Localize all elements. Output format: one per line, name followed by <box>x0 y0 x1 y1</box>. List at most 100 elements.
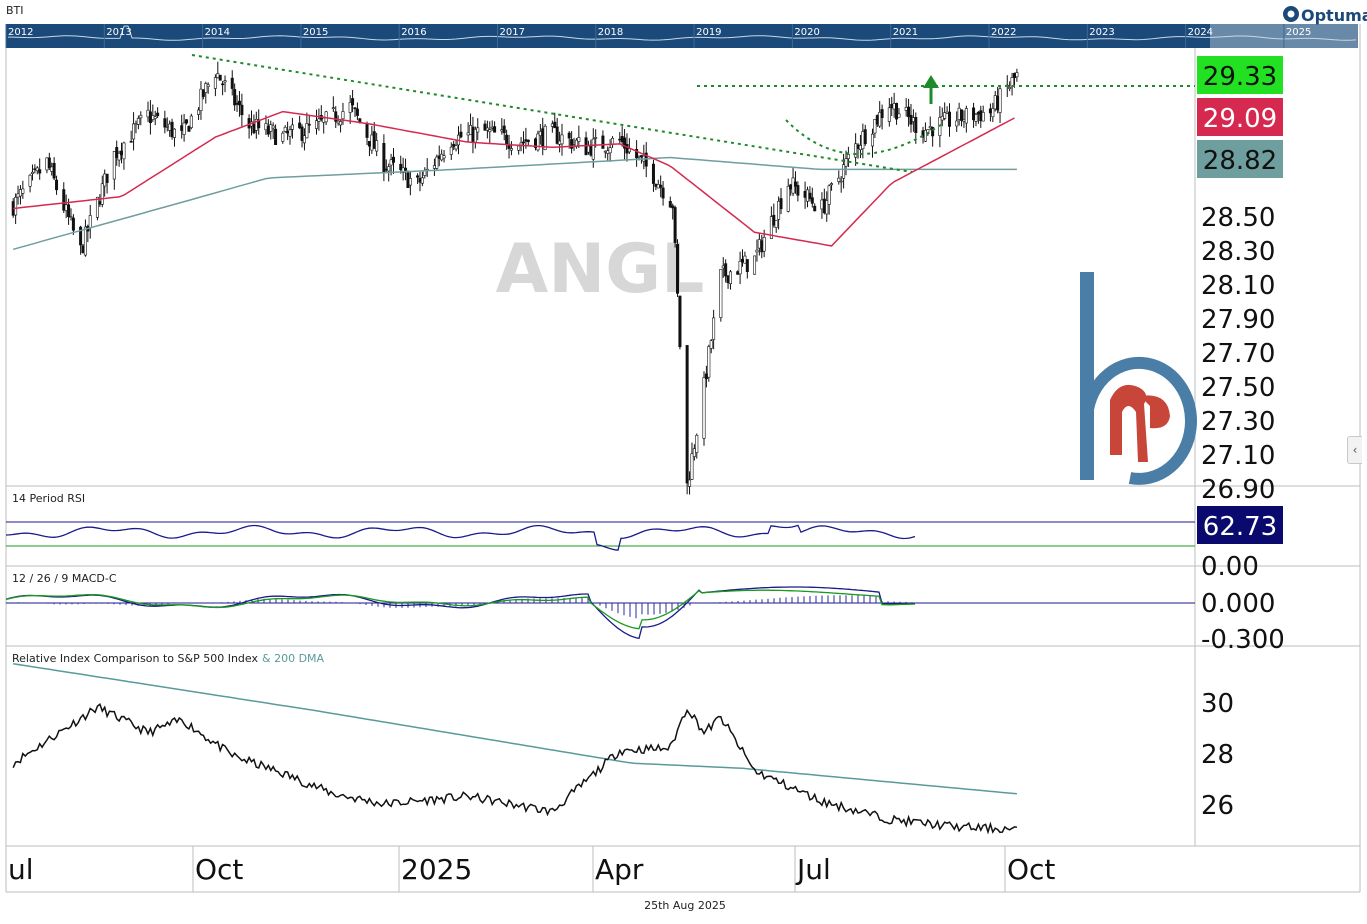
candle-body <box>466 132 470 136</box>
candle-body <box>406 172 410 189</box>
overview-year-2014: 2014 <box>205 27 230 38</box>
candle-body <box>302 135 306 144</box>
candle-body <box>728 271 732 285</box>
overview-strip[interactable] <box>6 24 1358 48</box>
candle-body <box>976 111 980 115</box>
candle-body <box>904 107 908 111</box>
candle-body <box>264 123 268 131</box>
candle-body <box>676 244 680 294</box>
overview-year-2015: 2015 <box>303 27 328 38</box>
candle-body <box>473 129 477 143</box>
candle-body <box>931 127 935 137</box>
candle-body <box>21 188 25 194</box>
candle-body <box>307 123 311 126</box>
overview-year-2017: 2017 <box>500 27 525 38</box>
candle-body <box>668 201 672 208</box>
candle-body <box>842 164 846 179</box>
watermark-text: ANGL <box>496 230 705 309</box>
candle-body <box>290 124 294 130</box>
candle-body <box>240 104 244 116</box>
candle-body <box>567 132 571 139</box>
relative-panel[interactable]: Relative Index Comparison to S&P 500 Ind… <box>12 652 1234 835</box>
overview-year-2019: 2019 <box>696 27 721 38</box>
candle-body <box>353 107 357 110</box>
last-price-label: 29.33 <box>1203 62 1277 92</box>
ma50-badge <box>1197 98 1283 136</box>
candle-body <box>16 193 20 198</box>
candle-body <box>502 125 506 134</box>
candle-body <box>122 142 126 160</box>
overview-year-2020: 2020 <box>794 27 819 38</box>
candle-body <box>153 116 157 119</box>
candle-body <box>704 373 708 380</box>
candle-body <box>685 345 689 484</box>
time-axis-label: ul <box>8 853 34 886</box>
candle-body <box>813 205 817 212</box>
price-tick-label: 27.50 <box>1201 373 1275 403</box>
rsi-panel[interactable]: 14 Period RSI 62.73 0.00 <box>5 492 1283 582</box>
candle-body <box>1015 72 1019 78</box>
candle-body <box>81 245 85 253</box>
candle-body <box>71 217 75 231</box>
candle-body <box>233 89 237 106</box>
candle-body <box>846 154 850 159</box>
time-axis-label: Oct <box>195 853 243 886</box>
price-tick-label: 27.30 <box>1201 407 1275 437</box>
overview-year-2012: 2012 <box>8 27 33 38</box>
candle-body <box>197 109 201 115</box>
candle-body <box>98 201 102 205</box>
time-axis[interactable]: ul Oct 2025 Apr Jul Oct <box>5 846 1055 892</box>
price-y-axis: 28.50 28.30 28.10 27.90 27.70 27.50 27.30 27.10… <box>1201 203 1275 505</box>
collapse-panel-chevron-icon[interactable]: ‹ <box>1347 436 1362 464</box>
candle-body <box>606 150 610 154</box>
relative-tick-label: 26 <box>1201 791 1234 821</box>
time-axis-label: Oct <box>1007 853 1055 886</box>
candle-body <box>659 184 663 188</box>
candle-body <box>404 167 408 171</box>
macd-panel[interactable]: 12 / 26 / 9 MACD-C 0.000 -0.300 <box>5 572 1285 655</box>
candle-body <box>651 163 655 184</box>
candle-body <box>743 255 747 264</box>
relative-title-main: Relative Index Comparison to S&P 500 Ind… <box>12 652 258 665</box>
price-tick-label: 27.10 <box>1201 441 1275 471</box>
candle-body <box>897 113 901 118</box>
candle-body <box>387 166 391 172</box>
relative-y-axis: 30 28 26 <box>1201 689 1234 821</box>
candle-body <box>810 197 814 204</box>
candle-body <box>536 133 540 151</box>
price-panel[interactable]: 28.50 28.30 28.10 27.90 27.70 27.50 27.30 27.10… <box>11 54 1283 505</box>
candle-body <box>892 103 896 110</box>
candle-body <box>709 340 713 349</box>
price-badges: 29.33 29.09 28.82 <box>1197 56 1283 178</box>
candle-body <box>923 130 927 142</box>
candle-body <box>389 159 393 166</box>
candle-body <box>117 152 121 161</box>
candle-body <box>370 134 374 151</box>
candle-body <box>156 112 160 117</box>
brand-label: Optuma <box>1301 6 1367 25</box>
candle-body <box>237 100 241 106</box>
overview-year-2022: 2022 <box>991 27 1016 38</box>
candle-body <box>459 131 463 138</box>
time-axis-label: Apr <box>595 853 644 886</box>
candle-body <box>550 123 554 127</box>
candle-body <box>822 198 826 214</box>
downtrend-line[interactable] <box>191 54 913 173</box>
macd-line <box>5 586 916 640</box>
candle-body <box>702 377 706 439</box>
candle-body <box>880 109 884 118</box>
candle-body <box>38 169 42 174</box>
candle-body <box>185 119 189 124</box>
candle-body <box>170 121 174 138</box>
candle-body <box>627 148 631 153</box>
rounding-bottom-arc[interactable] <box>785 119 943 155</box>
footer-date: 25th Aug 2025 <box>644 899 726 912</box>
optuma-logo: Optuma <box>1283 6 1367 25</box>
candle-body <box>524 139 528 142</box>
candle-body <box>911 117 915 122</box>
candle-body <box>1008 86 1012 89</box>
time-axis-label: Jul <box>795 853 831 886</box>
candle-body <box>791 177 795 194</box>
candle-body <box>837 177 841 182</box>
rsi-title: 14 Period RSI <box>12 492 85 505</box>
